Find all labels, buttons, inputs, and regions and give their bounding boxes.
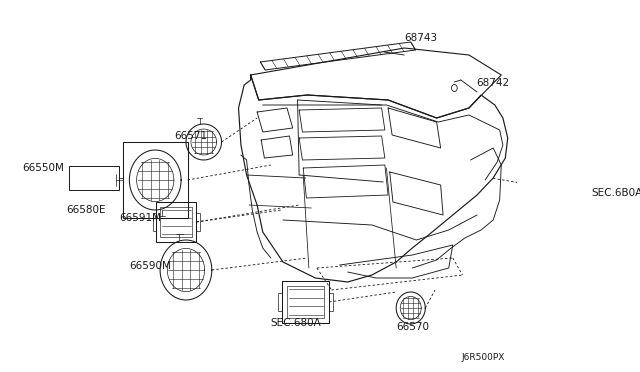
Bar xyxy=(123,142,188,218)
Text: 66571: 66571 xyxy=(174,131,207,141)
Bar xyxy=(278,292,282,311)
Text: 68743: 68743 xyxy=(404,33,437,43)
Text: 66580E: 66580E xyxy=(67,205,106,215)
Text: SEC.680A: SEC.680A xyxy=(271,318,322,328)
Text: 68742: 68742 xyxy=(476,78,509,88)
Bar xyxy=(156,202,196,242)
Text: SEC.6B0A: SEC.6B0A xyxy=(592,188,640,198)
Bar xyxy=(161,207,192,237)
Text: 66550M: 66550M xyxy=(22,163,65,173)
Bar xyxy=(287,286,324,318)
Text: 66591M: 66591M xyxy=(120,213,162,223)
Text: J6R500PX: J6R500PX xyxy=(462,353,506,362)
Text: 66570: 66570 xyxy=(396,322,429,332)
Bar xyxy=(196,213,200,231)
Bar xyxy=(153,213,156,231)
Bar xyxy=(68,166,119,190)
Bar xyxy=(282,281,329,323)
Text: 66590M: 66590M xyxy=(129,261,172,271)
Bar xyxy=(329,292,333,311)
